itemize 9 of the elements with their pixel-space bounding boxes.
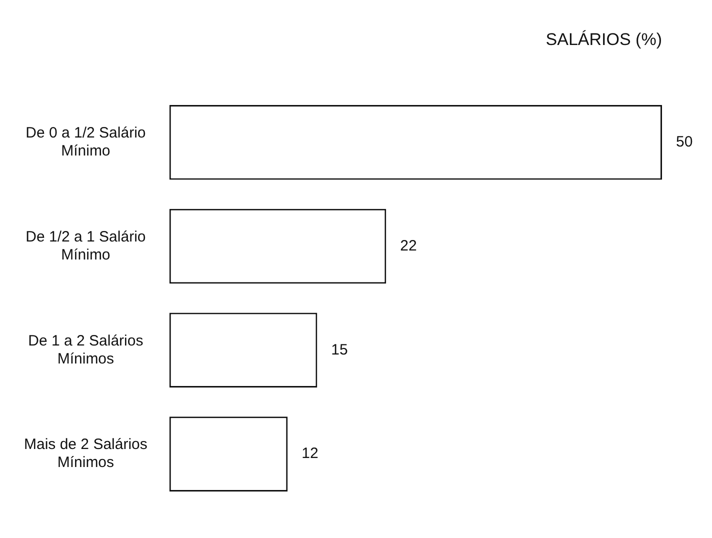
- chart-title: SALÁRIOS (%): [546, 30, 662, 49]
- y-tick-label: De 1 a 2 Salários Mínimos: [28, 332, 144, 368]
- y-tick-label: De 1/2 a 1 Salário Mínimo: [26, 228, 146, 264]
- data-label: 12: [302, 445, 318, 462]
- data-label: 50: [676, 133, 693, 150]
- data-label: 22: [400, 237, 417, 254]
- data-label: 15: [331, 341, 348, 358]
- y-tick-label: Mais de 2 Salários Mínimos: [24, 436, 148, 472]
- y-tick-label: De 0 a 1/2 Salário Mínimo: [26, 124, 146, 160]
